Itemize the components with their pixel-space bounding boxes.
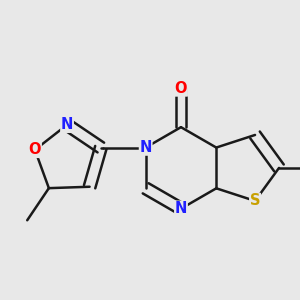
Text: N: N [61, 117, 73, 132]
Text: S: S [250, 194, 260, 208]
Text: O: O [29, 142, 41, 158]
Text: O: O [175, 81, 187, 96]
Text: N: N [175, 201, 187, 216]
Text: N: N [140, 140, 152, 155]
